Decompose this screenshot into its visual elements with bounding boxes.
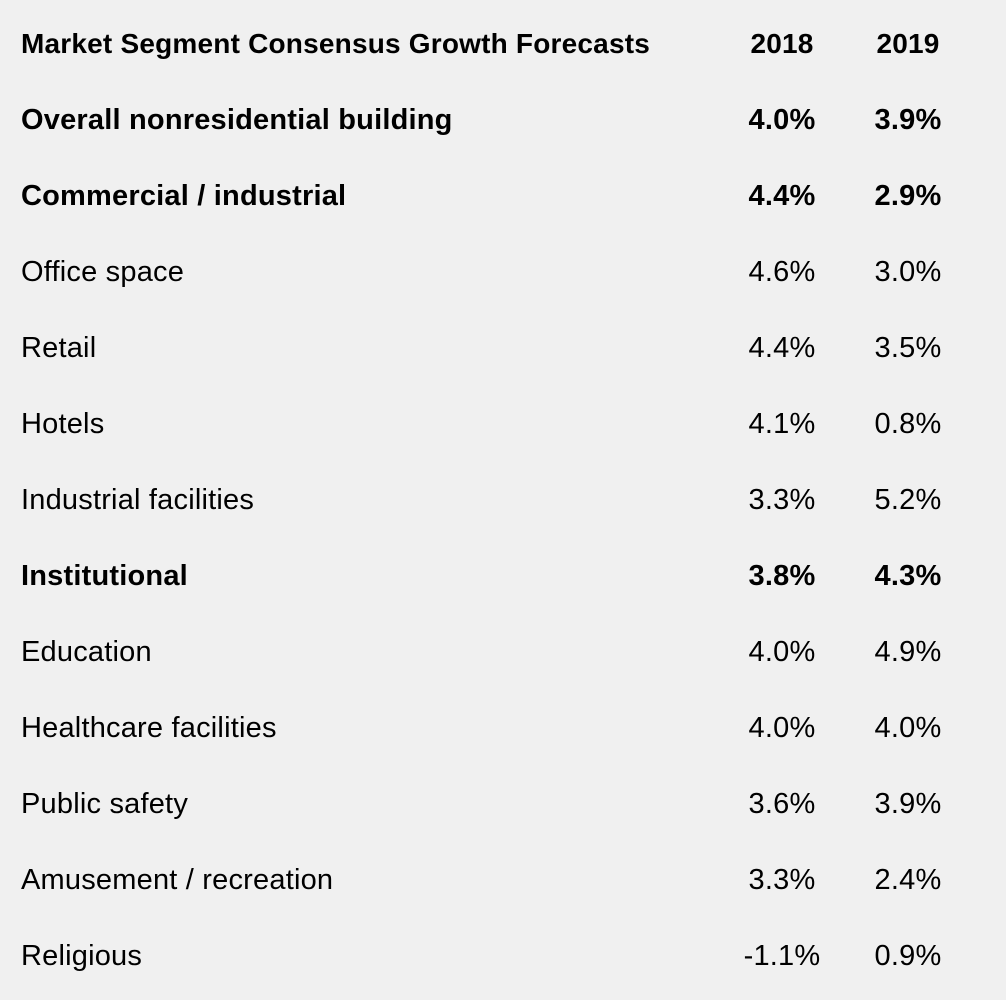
table-row: Religious -1.1% 0.9%	[0, 918, 1006, 994]
segment-label: Office space	[21, 256, 185, 288]
table-row: Education 4.0% 4.9%	[0, 614, 1006, 690]
table-row: Industrial facilities 3.3% 5.2%	[0, 462, 1006, 538]
segment-label: Religious	[21, 940, 143, 972]
segment-label: Industrial facilities	[21, 484, 255, 516]
value-2019: 2.9%	[874, 180, 942, 212]
segment-label: Commercial / industrial	[21, 180, 347, 212]
value-2019: 4.9%	[874, 636, 942, 668]
value-2018: 3.3%	[748, 864, 816, 896]
table-row: Hotels 4.1% 0.8%	[0, 386, 1006, 462]
value-2018: 4.1%	[748, 408, 816, 440]
table-row: Public safety 3.6% 3.9%	[0, 766, 1006, 842]
header-2018: 2018	[750, 28, 814, 59]
table-row: Healthcare facilities 4.0% 4.0%	[0, 690, 1006, 766]
value-2019: 3.9%	[874, 788, 942, 820]
table-row: Overall nonresidential building 4.0% 3.9%	[0, 82, 1006, 158]
table-header: Market Segment Consensus Growth Forecast…	[0, 6, 1006, 82]
segment-label: Overall nonresidential building	[21, 104, 453, 136]
table-row: Office space 4.6% 3.0%	[0, 234, 1006, 310]
value-2018: -1.1%	[743, 940, 821, 972]
header-segment: Market Segment Consensus Growth Forecast…	[21, 28, 651, 59]
value-2019: 4.3%	[874, 560, 942, 592]
value-2019: 0.9%	[874, 940, 942, 972]
value-2018: 3.3%	[748, 484, 816, 516]
value-2018: 4.4%	[748, 332, 816, 364]
value-2019: 5.2%	[874, 484, 942, 516]
table-row: Amusement / recreation 3.3% 2.4%	[0, 842, 1006, 918]
value-2018: 4.6%	[748, 256, 816, 288]
segment-label: Public safety	[21, 788, 189, 820]
value-2018: 4.4%	[748, 180, 816, 212]
value-2019: 3.5%	[874, 332, 942, 364]
value-2019: 2.4%	[874, 864, 942, 896]
value-2019: 3.0%	[874, 256, 942, 288]
table-row: Retail 4.4% 3.5%	[0, 310, 1006, 386]
value-2018: 3.6%	[748, 788, 816, 820]
value-2019: 3.9%	[874, 104, 942, 136]
value-2018: 4.0%	[748, 104, 816, 136]
value-2019: 4.0%	[874, 712, 942, 744]
segment-label: Education	[21, 636, 152, 668]
segment-label: Amusement / recreation	[21, 864, 334, 896]
segment-label: Healthcare facilities	[21, 712, 277, 744]
table-row: Commercial / industrial 4.4% 2.9%	[0, 158, 1006, 234]
segment-label: Hotels	[21, 408, 105, 440]
value-2018: 3.8%	[748, 560, 816, 592]
value-2018: 4.0%	[748, 636, 816, 668]
table-row: Institutional 3.8% 4.3%	[0, 538, 1006, 614]
segment-label: Retail	[21, 332, 97, 364]
value-2019: 0.8%	[874, 408, 942, 440]
value-2018: 4.0%	[748, 712, 816, 744]
segment-label: Institutional	[21, 560, 188, 592]
header-2019: 2019	[876, 28, 940, 59]
